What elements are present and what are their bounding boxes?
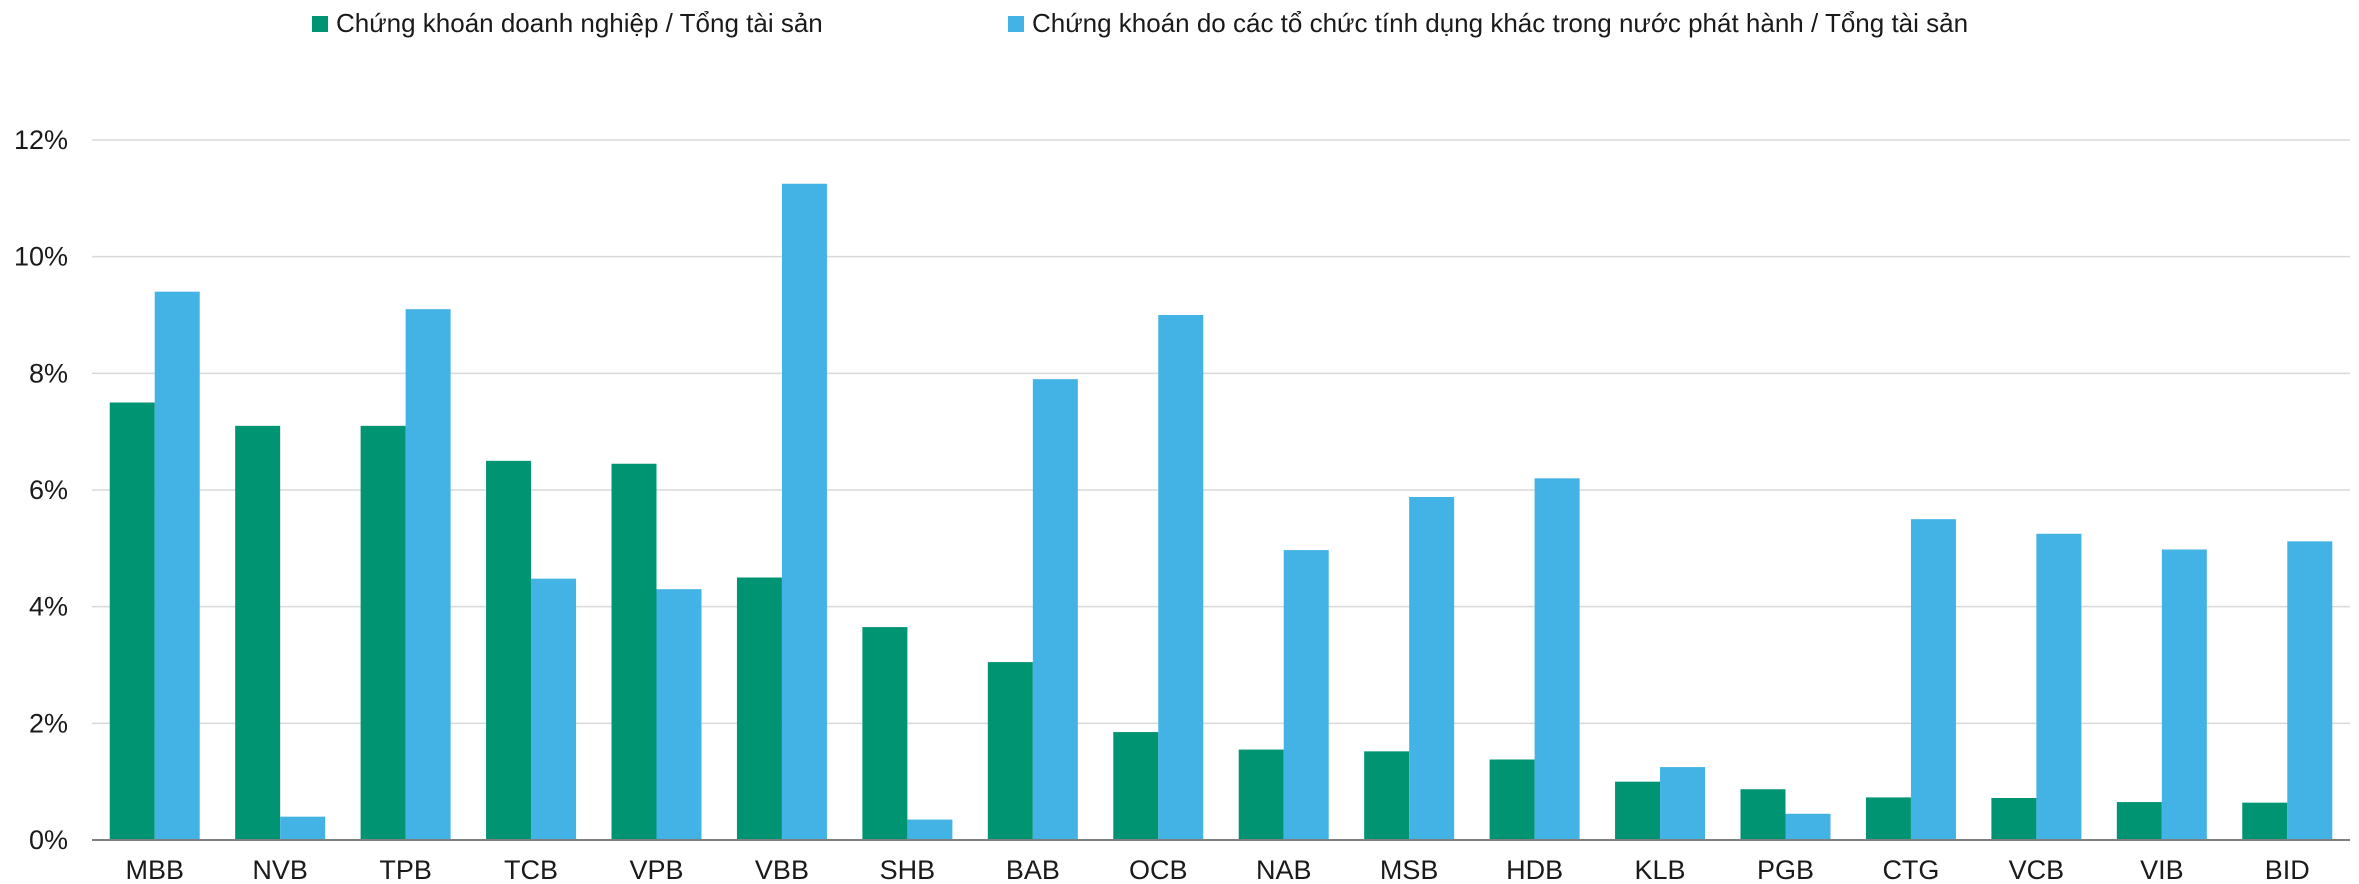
bar-corporate-pgb[interactable] [1740, 789, 1786, 840]
x-tick-label: VPB [629, 855, 683, 884]
x-tick-label: VBB [755, 855, 809, 884]
y-tick-label: 0% [29, 825, 68, 855]
y-tick-label: 8% [29, 358, 68, 388]
bar-corporate-tcb[interactable] [486, 460, 532, 840]
x-tick-label: CTG [1882, 855, 1939, 884]
bar-corporate-ctg[interactable] [1865, 797, 1911, 840]
bar-corporate-vbb[interactable] [736, 577, 782, 841]
y-tick-label: 2% [29, 708, 68, 738]
x-tick-label: KLB [1635, 855, 1686, 884]
bar-interbank-nab[interactable] [1283, 550, 1329, 840]
bar-interbank-vbb[interactable] [781, 183, 827, 840]
x-tick-label: TPB [379, 855, 432, 884]
bar-interbank-pgb[interactable] [1785, 813, 1831, 840]
bar-corporate-shb[interactable] [862, 627, 908, 840]
bar-corporate-bid[interactable] [2242, 802, 2288, 840]
legend-item-interbank-securities[interactable]: Chứng khoán do các tổ chức tính dụng khá… [1008, 8, 1968, 39]
legend-swatch-interbank [1008, 15, 1024, 32]
y-tick-label: 4% [29, 592, 68, 622]
x-tick-label: VCB [2009, 855, 2065, 884]
x-tick-label: SHB [880, 855, 936, 884]
x-tick-label: HDB [1506, 855, 1563, 884]
bar-corporate-vpb[interactable] [611, 463, 657, 840]
y-tick-label: 10% [14, 242, 68, 272]
x-tick-label: NAB [1256, 855, 1312, 884]
legend-label-interbank: Chứng khoán do các tổ chức tính dụng khá… [1032, 8, 1969, 38]
bar-interbank-ctg[interactable] [1910, 519, 1956, 840]
bar-interbank-mbb[interactable] [154, 291, 200, 841]
bar-corporate-nvb[interactable] [235, 425, 281, 840]
bar-corporate-tpb[interactable] [360, 425, 406, 840]
x-tick-label: MSB [1380, 855, 1439, 884]
bar-corporate-mbb[interactable] [109, 402, 155, 841]
x-tick-label: PGB [1757, 855, 1814, 884]
legend-item-corporate-securities[interactable]: Chứng khoán doanh nghiệp / Tổng tài sản [312, 8, 823, 39]
x-tick-label: VIB [2140, 855, 2184, 884]
bar-interbank-msb[interactable] [1409, 497, 1455, 840]
bar-corporate-klb[interactable] [1615, 781, 1661, 840]
legend-swatch-corporate [312, 15, 328, 32]
bar-corporate-vib[interactable] [2116, 802, 2162, 840]
bar-interbank-tpb[interactable] [405, 309, 451, 841]
bar-corporate-ocb[interactable] [1113, 732, 1159, 840]
bar-interbank-hdb[interactable] [1534, 478, 1580, 840]
bar-corporate-bab[interactable] [987, 662, 1033, 840]
legend-label-corporate: Chứng khoán doanh nghiệp / Tổng tài sản [336, 8, 823, 38]
bar-interbank-nvb[interactable] [280, 816, 326, 840]
x-tick-label: BAB [1006, 855, 1060, 884]
bar-interbank-bab[interactable] [1032, 379, 1078, 840]
bar-interbank-tcb[interactable] [531, 578, 577, 840]
bar-interbank-vpb[interactable] [656, 589, 702, 840]
chart-legend: Chứng khoán doanh nghiệp / Tổng tài sản … [0, 0, 2359, 48]
x-tick-label: NVB [252, 855, 308, 884]
bar-corporate-vcb[interactable] [1991, 798, 2037, 840]
bar-corporate-msb[interactable] [1364, 751, 1410, 840]
y-tick-label: 12% [14, 125, 68, 155]
bar-corporate-nab[interactable] [1238, 749, 1284, 840]
x-tick-label: OCB [1129, 855, 1188, 884]
bar-interbank-ocb[interactable] [1158, 315, 1204, 840]
bar-interbank-klb[interactable] [1660, 767, 1706, 840]
x-tick-label: MBB [125, 855, 184, 884]
bar-interbank-bid[interactable] [2287, 541, 2333, 840]
x-tick-label: TCB [504, 855, 558, 884]
bar-interbank-shb[interactable] [907, 819, 953, 840]
x-tick-label: BID [2265, 855, 2310, 884]
bar-interbank-vib[interactable] [2161, 549, 2207, 841]
bar-interbank-vcb[interactable] [2036, 533, 2082, 840]
bar-corporate-hdb[interactable] [1489, 759, 1535, 841]
y-tick-label: 6% [29, 475, 68, 505]
